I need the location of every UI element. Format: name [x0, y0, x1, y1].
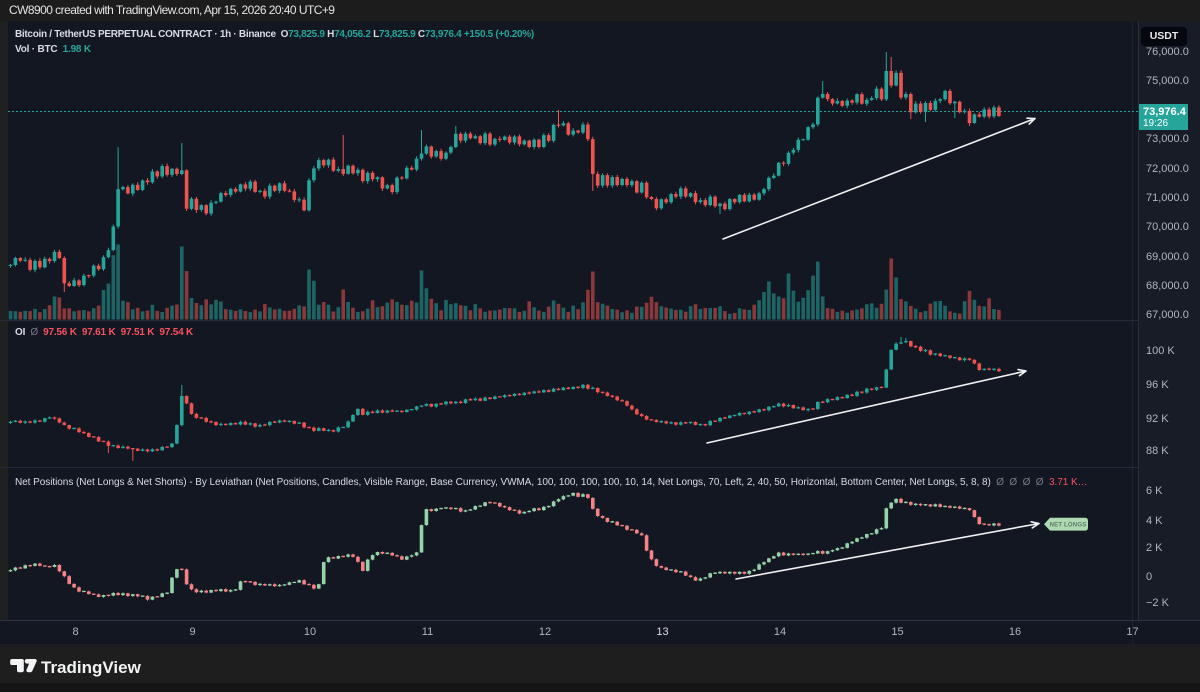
svg-text:NET LONGS: NET LONGS: [1050, 523, 1087, 529]
